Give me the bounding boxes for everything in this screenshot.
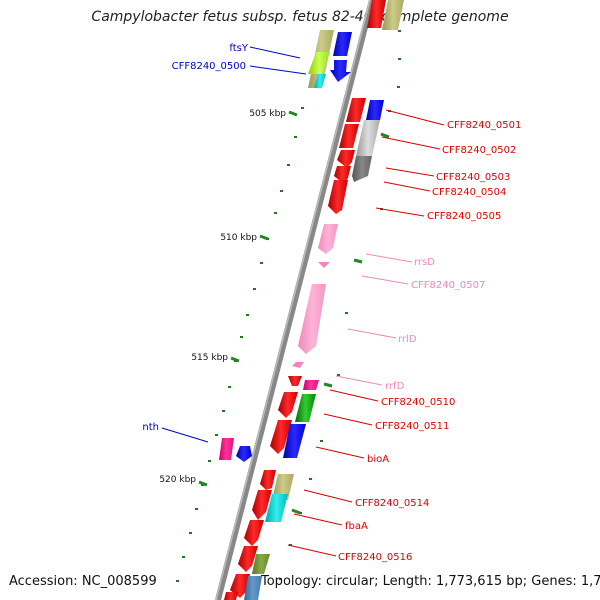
gene-label: CFF8240_0510 [381,397,455,408]
tick-mark [259,234,269,241]
left-genes [219,30,352,462]
gene-label: CFF8240_0516 [338,552,412,563]
gene-nth-blue [236,446,252,462]
right-genes [224,98,384,600]
gene-lime [308,52,330,74]
gene-label: CFF8240_0504 [432,187,506,198]
tick-label: 520 kbp [159,475,196,485]
tick-mark [288,110,298,117]
gene-label-nth: nth [142,422,159,433]
genome-backbone [215,0,375,600]
gene-label: fbaA [345,521,368,532]
right-labels: CFF8240_0501 CFF8240_0502 CFF8240_0503 C… [287,109,521,563]
tick-mark [353,258,363,264]
gene-rrlD [298,284,326,354]
gene-label: rrfD [385,381,405,392]
gene-nth-pink [219,438,234,460]
gene-0507 [318,262,330,268]
gene-label: CFF8240_0511 [375,421,449,432]
tick-mark [323,382,333,388]
gene-label-ftsY: ftsY [229,43,248,54]
top-partial-genes [367,0,404,30]
gene-cyan [314,74,326,88]
map-title: Campylobacter fetus subsp. fetus 82-40, … [91,9,509,25]
scale-ticks: 505 kbp 510 kbp 515 kbp 520 kbp [159,109,390,515]
tick-mark [291,508,301,515]
gene-blue-2 [330,60,351,82]
gene-blue-1 [333,32,352,56]
gene-label: rrlD [398,334,417,345]
gene-label: CFF8240_0501 [447,120,521,131]
gene-label: rrsD [414,257,435,268]
genome-backbone-highlight [215,0,371,600]
gene-label: CFF8240_0502 [442,145,516,156]
tick-label: 515 kbp [191,353,228,363]
gene-label: CFF8240_0503 [436,172,510,183]
accession-text: Accession: NC_008599 [9,574,157,589]
gene-label: CFF8240_0514 [355,498,429,509]
tick-label: 505 kbp [249,109,286,119]
tick-mark [230,356,240,363]
gene-rrfD [292,362,304,368]
topology-text: Topology: circular; Length: 1,773,615 bp… [261,574,600,589]
gene-label: CFF8240_0505 [427,211,501,222]
tick-mark [380,132,390,139]
left-labels: ftsY CFF8240_0500 nth [142,43,307,443]
tick-label: 510 kbp [220,233,257,243]
tick-mark [198,480,208,487]
gene-label: CFF8240_0507 [411,280,485,291]
gene-rrsD [318,224,338,254]
gene-label: bioA [367,454,389,465]
gene-label-CFF8240_0500: CFF8240_0500 [172,61,246,72]
